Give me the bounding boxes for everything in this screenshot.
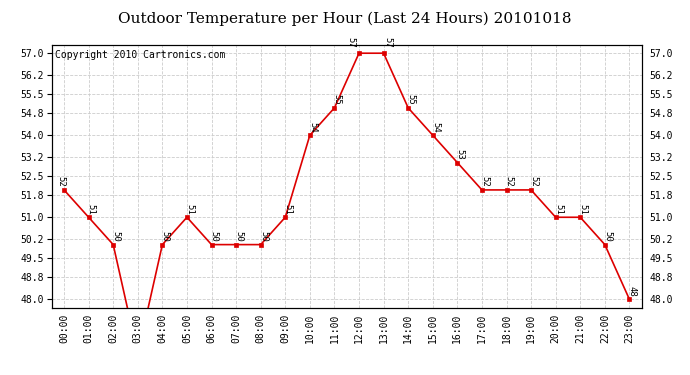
Text: 52: 52 xyxy=(505,176,514,187)
Text: 46: 46 xyxy=(0,374,1,375)
Text: Copyright 2010 Cartronics.com: Copyright 2010 Cartronics.com xyxy=(55,50,225,60)
Text: 51: 51 xyxy=(185,204,194,214)
Text: 52: 52 xyxy=(480,176,489,187)
Text: 51: 51 xyxy=(578,204,587,214)
Text: 51: 51 xyxy=(87,204,96,214)
Text: 52: 52 xyxy=(57,176,66,187)
Text: 55: 55 xyxy=(406,94,415,105)
Text: 57: 57 xyxy=(346,37,355,48)
Text: 54: 54 xyxy=(431,122,440,132)
Text: 57: 57 xyxy=(383,37,392,48)
Text: 50: 50 xyxy=(603,231,612,242)
Text: 50: 50 xyxy=(259,231,268,242)
Text: 54: 54 xyxy=(308,122,317,132)
Text: 50: 50 xyxy=(161,231,170,242)
Text: 55: 55 xyxy=(333,94,342,105)
Text: 53: 53 xyxy=(455,149,464,160)
Text: 50: 50 xyxy=(112,231,121,242)
Text: 51: 51 xyxy=(284,204,293,214)
Text: 48: 48 xyxy=(628,286,637,297)
Text: 50: 50 xyxy=(210,231,219,242)
Text: 51: 51 xyxy=(554,204,563,214)
Text: 52: 52 xyxy=(529,176,538,187)
Text: Outdoor Temperature per Hour (Last 24 Hours) 20101018: Outdoor Temperature per Hour (Last 24 Ho… xyxy=(118,11,572,26)
Text: 50: 50 xyxy=(235,231,244,242)
